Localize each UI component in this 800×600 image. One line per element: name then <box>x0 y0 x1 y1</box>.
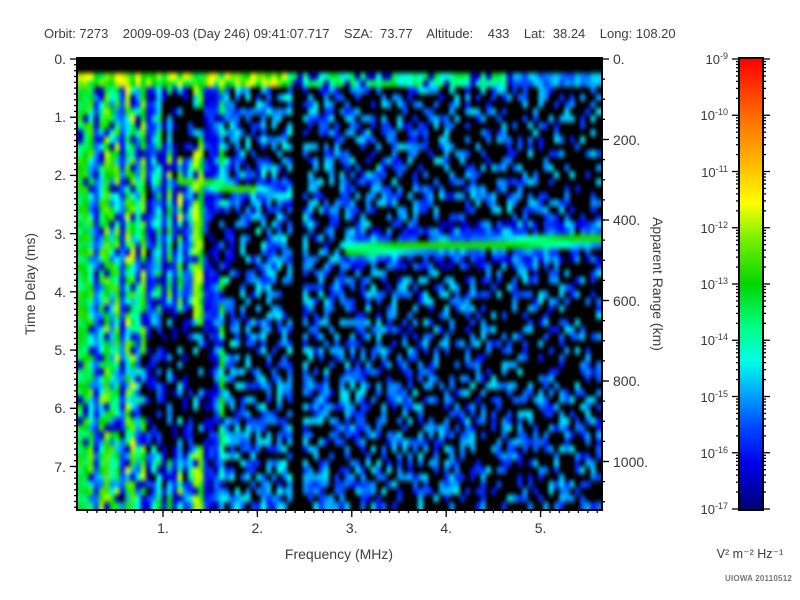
colorbar-unit-label: V² m⁻² Hz⁻¹ <box>716 547 784 561</box>
colorbar-tick-label: 10-17 <box>700 500 728 518</box>
y-tick-label: 6. <box>54 400 66 417</box>
x-tick-label: 3. <box>345 520 358 536</box>
x-tick-label: 1. <box>157 520 169 536</box>
colorbar <box>738 57 764 511</box>
spectrogram-canvas <box>78 59 601 509</box>
y2-tick-label: 800. <box>613 373 641 389</box>
x-tick-label: 2. <box>251 520 264 536</box>
y-tick-label: 2. <box>54 167 66 184</box>
colorbar-tick-label: 10-11 <box>701 163 728 180</box>
y-tick-label: 7. <box>54 458 66 475</box>
y-tick-label: 4. <box>54 283 66 300</box>
x-tick-label: 4. <box>440 520 453 536</box>
y2-tick-label: 0. <box>613 51 625 67</box>
colorbar-tick-label: 10-14 <box>700 332 728 349</box>
y2-tick-label: 600. <box>613 292 641 309</box>
spectrogram-plot <box>76 57 603 511</box>
x-axis-title: Frequency (MHz) <box>284 546 394 562</box>
y-tick-label: 3. <box>54 225 66 242</box>
colorbar-tick-label: 10-10 <box>700 107 728 124</box>
header-info: Orbit: 7273 2009-09-03 (Day 246) 09:41:0… <box>44 26 676 41</box>
y-tick-label: 0. <box>54 51 66 67</box>
y-axis-title: Time Delay (ms) <box>22 232 38 336</box>
y2-axis-title: Apparent Range (km) <box>650 217 666 351</box>
y2-tick-label: 400. <box>613 212 641 228</box>
x-tick-label: 5. <box>534 520 547 536</box>
colorbar-tick-label: 10-15 <box>700 388 728 405</box>
colorbar-tick-label: 10-9 <box>705 50 728 68</box>
y-tick-label: 5. <box>54 342 66 359</box>
colorbar-tick-label: 10-13 <box>700 275 728 293</box>
y-tick-label: 1. <box>54 109 66 126</box>
y2-tick-label: 200. <box>613 131 641 148</box>
colorbar-tick-label: 10-12 <box>700 219 728 236</box>
colorbar-tick-label: 10-16 <box>700 444 728 461</box>
y2-tick-label: 1000. <box>613 453 649 470</box>
watermark: UIOWA 20110512 <box>725 574 792 583</box>
